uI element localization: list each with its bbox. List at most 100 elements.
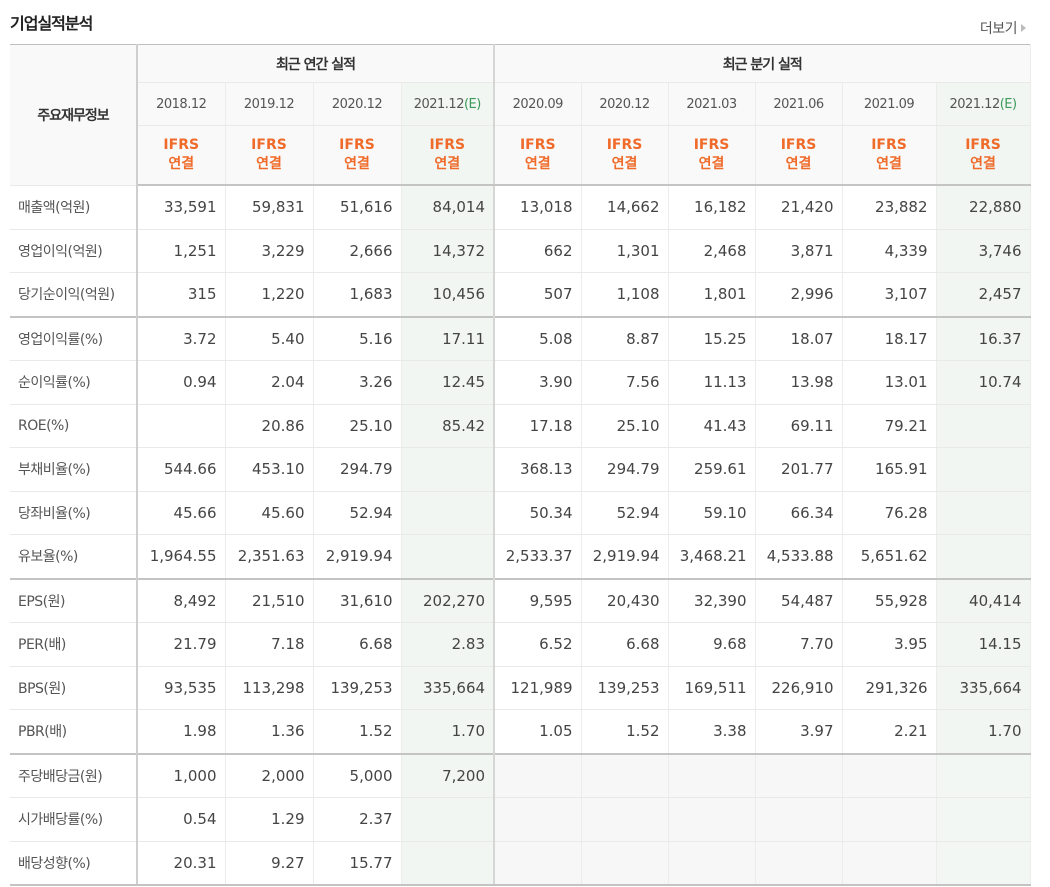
corner-header: 주요재무정보 <box>10 44 138 186</box>
ifrs-label: IFRS <box>871 137 907 153</box>
annual-value: 2,919.94 <box>313 534 402 579</box>
quarter-value: 1,801 <box>668 272 756 317</box>
quarter-value: 76.28 <box>842 491 937 535</box>
quarter-value: 16.37 <box>936 315 1031 361</box>
quarter-group-header: 최근 분기 실적 <box>494 44 1031 83</box>
quarter-value <box>842 797 937 842</box>
quarter-value: 4,339 <box>842 229 937 273</box>
quarter-value: 3,871 <box>755 229 843 273</box>
consolidated-label: 연결 <box>256 156 282 172</box>
quarter-value: 16,182 <box>668 185 756 230</box>
quarter-value: 2.21 <box>842 709 937 754</box>
annual-value: 7,200 <box>401 752 496 798</box>
annual-value: 139,253 <box>313 666 402 710</box>
quarter-value: 13.01 <box>842 360 937 405</box>
annual-value: 1.70 <box>401 709 496 754</box>
period-header: 2021.12(E) <box>936 82 1031 126</box>
period-header: 2020.12 <box>581 82 669 126</box>
row-label: 순이익률(%) <box>10 360 138 405</box>
annual-value: 5,000 <box>313 752 402 798</box>
annual-value: 59,831 <box>225 185 314 230</box>
annual-value: 5.16 <box>313 315 402 361</box>
annual-value: 335,664 <box>401 666 496 710</box>
quarter-value: 368.13 <box>494 447 582 492</box>
quarter-value: 165.91 <box>842 447 937 492</box>
row-label: 당좌비율(%) <box>10 491 138 535</box>
quarter-value: 21,420 <box>755 185 843 230</box>
ifrs-label: IFRS <box>693 137 730 153</box>
table-row: 배당성향(%) 20.31 9.27 15.77 <box>10 841 1031 886</box>
ifrs-label: IFRS <box>519 137 556 153</box>
annual-value: 85.42 <box>401 404 496 448</box>
more-link-label: 더보기 <box>979 21 1018 37</box>
annual-value <box>137 404 226 448</box>
annual-value: 84,014 <box>401 185 496 230</box>
annual-value: 31,610 <box>313 577 402 623</box>
quarter-value <box>842 841 937 886</box>
ifrs-badge: IFRS 연결 <box>313 125 402 186</box>
quarter-value: 3,746 <box>936 229 1031 273</box>
table-row: 부채비율(%) 544.66 453.10 294.79 368.13 294.79 259… <box>10 447 1031 492</box>
annual-value: 9.27 <box>225 841 314 886</box>
quarter-value: 69.11 <box>755 404 843 448</box>
quarter-value: 8.87 <box>581 315 669 361</box>
consolidated-label: 연결 <box>785 156 812 172</box>
row-label: BPS(원) <box>10 666 138 710</box>
quarter-value <box>668 752 756 798</box>
annual-value: 33,591 <box>137 185 226 230</box>
annual-value <box>401 491 496 535</box>
row-label: 유보율(%) <box>10 534 138 579</box>
annual-value: 21,510 <box>225 577 314 623</box>
quarter-value: 3,468.21 <box>668 534 756 579</box>
estimate-mark: (E) <box>999 96 1017 112</box>
quarter-value: 20,430 <box>581 577 669 623</box>
quarter-value: 7.70 <box>755 622 843 667</box>
quarter-value: 40,414 <box>936 577 1031 623</box>
quarter-value <box>581 841 669 886</box>
section-title: 기업실적분석 <box>10 14 93 33</box>
quarter-value: 18.17 <box>842 315 937 361</box>
quarter-value <box>494 752 582 798</box>
quarter-value: 1,108 <box>581 272 669 317</box>
annual-value: 1.52 <box>313 709 402 754</box>
quarter-value: 9.68 <box>668 622 756 667</box>
annual-value: 21.79 <box>137 622 226 667</box>
period-header: 2021.12(E) <box>401 82 496 126</box>
annual-value: 5.40 <box>225 315 314 361</box>
quarter-value: 3.38 <box>668 709 756 754</box>
quarter-value: 5,651.62 <box>842 534 937 579</box>
annual-value: 51,616 <box>313 185 402 230</box>
quarter-value: 2,457 <box>936 272 1031 317</box>
ifrs-badge: IFRS 연결 <box>668 125 756 186</box>
period-label: 2021.06 <box>773 96 824 112</box>
annual-value: 294.79 <box>313 447 402 492</box>
consolidated-label: 연결 <box>970 156 996 172</box>
row-label: 부채비율(%) <box>10 447 138 492</box>
annual-value: 20.31 <box>137 841 226 886</box>
annual-value: 453.10 <box>225 447 314 492</box>
quarter-value: 11.13 <box>668 360 756 405</box>
caret-right-icon <box>1021 24 1026 32</box>
ifrs-badge: IFRS 연결 <box>137 125 226 186</box>
quarter-value: 2,468 <box>668 229 756 273</box>
period-header: 2021.06 <box>755 82 843 126</box>
table-row: ROE(%) 20.86 25.10 85.42 17.18 25.10 41.43 69.1… <box>10 404 1031 448</box>
more-link[interactable]: 더보기 <box>980 18 1026 38</box>
quarter-value: 1.52 <box>581 709 669 754</box>
ifrs-label: IFRS <box>606 137 643 153</box>
period-label: 2021.12 <box>949 96 1000 112</box>
annual-value: 113,298 <box>225 666 314 710</box>
table-row: EPS(원) 8,492 21,510 31,610 202,270 9,595 20,43… <box>10 577 1031 623</box>
consolidated-label: 연결 <box>524 156 551 172</box>
row-label: EPS(원) <box>10 577 138 623</box>
period-label: 2021.03 <box>686 96 737 112</box>
annual-value: 0.94 <box>137 360 226 405</box>
quarter-value <box>494 797 582 842</box>
quarter-value: 79.21 <box>842 404 937 448</box>
quarter-value: 54,487 <box>755 577 843 623</box>
quarter-value: 14.15 <box>936 622 1031 667</box>
quarter-value: 507 <box>494 272 582 317</box>
quarter-value: 25.10 <box>581 404 669 448</box>
quarter-value: 169,511 <box>668 666 756 710</box>
quarter-value: 2,919.94 <box>581 534 669 579</box>
